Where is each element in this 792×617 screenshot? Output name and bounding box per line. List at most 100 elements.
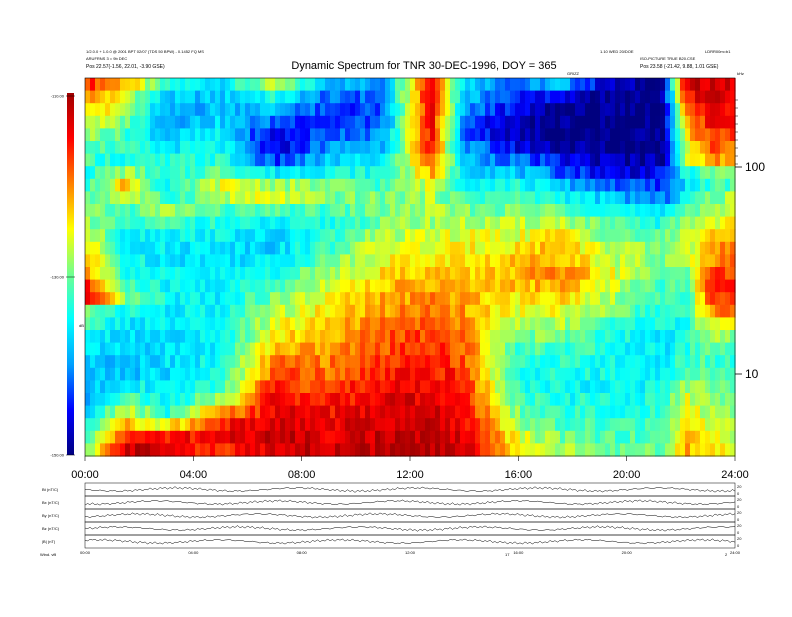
heat-cell <box>500 128 506 142</box>
mag-panel-tick-top: 20 <box>737 497 742 502</box>
heat-cell <box>280 443 286 457</box>
heat-cell <box>125 204 131 218</box>
heat-cell <box>265 443 271 457</box>
heat-cell <box>505 279 511 293</box>
heat-cell <box>155 153 161 167</box>
heat-cell <box>95 393 101 407</box>
heat-cell <box>150 128 156 142</box>
heat-cell <box>145 153 151 167</box>
heat-cell <box>205 229 211 243</box>
heat-cell <box>390 393 396 407</box>
heat-cell <box>525 430 531 444</box>
heat-cell <box>405 90 411 104</box>
heat-cell <box>125 367 131 381</box>
heat-cell <box>600 254 606 268</box>
heat-cell <box>460 254 466 268</box>
heat-cell <box>85 418 91 432</box>
heat-cell <box>130 393 136 407</box>
heat-cell <box>665 178 671 192</box>
heat-cell <box>365 380 371 394</box>
heat-cell <box>365 178 371 192</box>
heat-cell <box>515 254 521 268</box>
heat-cell <box>335 430 341 444</box>
heat-cell <box>195 405 201 419</box>
heat-cell <box>325 191 331 205</box>
heat-cell <box>280 166 286 180</box>
heat-cell <box>505 304 511 318</box>
heat-cell <box>245 153 251 167</box>
heat-cell <box>545 166 551 180</box>
heat-cell <box>505 342 511 356</box>
heat-cell <box>375 115 381 129</box>
heat-cell <box>290 418 296 432</box>
heat-cell <box>250 128 256 142</box>
heat-cell <box>665 267 671 281</box>
heat-cell <box>640 90 646 104</box>
heat-cell <box>580 115 586 129</box>
heat-cell <box>655 229 661 243</box>
heat-cell <box>620 393 626 407</box>
heat-cell <box>405 443 411 457</box>
heat-cell <box>365 115 371 129</box>
heat-cell <box>95 103 101 117</box>
heat-cell <box>275 178 281 192</box>
heat-cell <box>590 90 596 104</box>
heat-cell <box>440 267 446 281</box>
heat-cell <box>430 418 436 432</box>
heat-cell <box>145 241 151 255</box>
heat-cell <box>360 178 366 192</box>
heat-cell <box>430 78 436 92</box>
heat-cell <box>205 191 211 205</box>
heat-cell <box>330 380 336 394</box>
heat-cell <box>730 418 736 432</box>
heat-cell <box>515 166 521 180</box>
heat-cell <box>690 204 696 218</box>
heat-cell <box>240 317 246 331</box>
heat-cell <box>300 393 306 407</box>
heat-cell <box>120 342 126 356</box>
heat-cell <box>645 430 651 444</box>
heat-cell <box>500 317 506 331</box>
heat-cell <box>520 90 526 104</box>
heat-cell <box>440 405 446 419</box>
heat-cell <box>715 254 721 268</box>
heat-cell <box>515 90 521 104</box>
heat-cell <box>405 216 411 230</box>
heat-cell <box>415 405 421 419</box>
heat-cell <box>180 103 186 117</box>
heat-cell <box>460 115 466 129</box>
heat-cell <box>500 204 506 218</box>
heat-cell <box>510 115 516 129</box>
heat-cell <box>490 90 496 104</box>
heat-cell <box>730 405 736 419</box>
heat-cell <box>610 267 616 281</box>
heat-cell <box>285 115 291 129</box>
heat-cell <box>400 267 406 281</box>
heat-cell <box>450 216 456 230</box>
heat-cell <box>550 166 556 180</box>
heat-cell <box>620 216 626 230</box>
heat-cell <box>175 178 181 192</box>
heat-cell <box>220 229 226 243</box>
heat-cell <box>170 317 176 331</box>
heat-cell <box>435 317 441 331</box>
heat-cell <box>235 241 241 255</box>
heat-cell <box>340 229 346 243</box>
heat-cell <box>450 393 456 407</box>
heat-cell <box>575 292 581 306</box>
heat-cell <box>225 405 231 419</box>
heat-cell <box>375 393 381 407</box>
heat-cell <box>355 153 361 167</box>
heat-cell <box>700 443 706 457</box>
heat-cell <box>265 393 271 407</box>
heat-cell <box>410 241 416 255</box>
heat-cell <box>615 90 621 104</box>
heat-cell <box>650 191 656 205</box>
heat-cell <box>395 229 401 243</box>
heat-cell <box>140 78 146 92</box>
heat-cell <box>95 166 101 180</box>
heat-cell <box>235 267 241 281</box>
heat-cell <box>525 367 531 381</box>
heat-cell <box>405 191 411 205</box>
heat-cell <box>245 304 251 318</box>
